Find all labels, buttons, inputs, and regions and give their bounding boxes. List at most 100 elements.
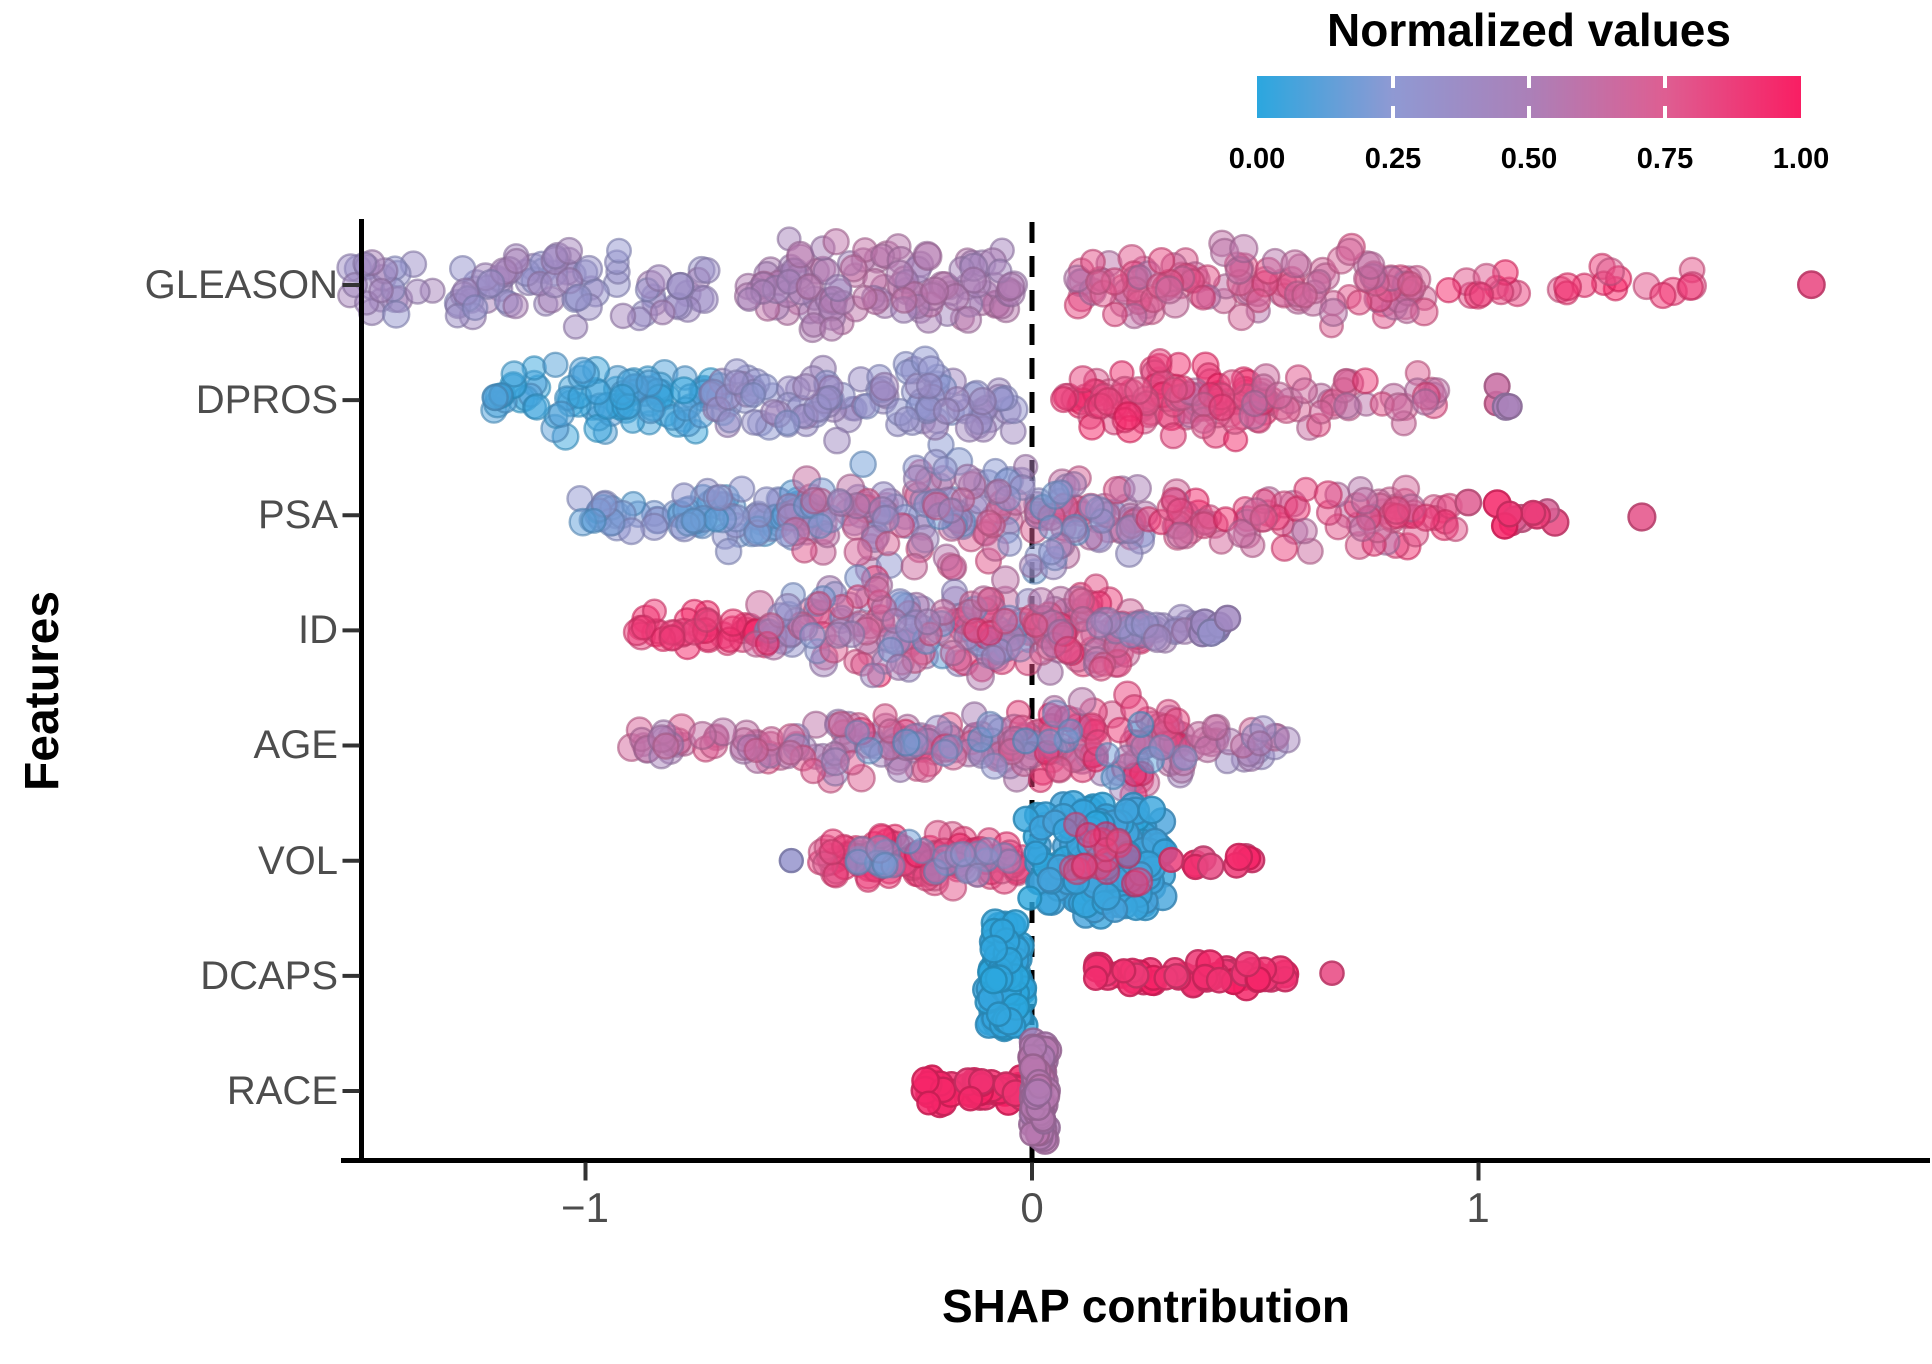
shap-point <box>816 385 842 411</box>
shap-point <box>649 299 676 326</box>
shap-point <box>892 728 921 757</box>
shap-point <box>1100 764 1126 791</box>
shap-point <box>1208 393 1236 422</box>
shap-point <box>1246 730 1273 757</box>
shap-point <box>1027 587 1055 615</box>
shap-point <box>1333 392 1361 420</box>
legend-notch <box>1663 106 1667 118</box>
shap-point <box>606 237 633 264</box>
shap-point <box>966 661 996 691</box>
shap-point <box>568 356 597 384</box>
shap-point <box>871 504 900 534</box>
legend-tick-0.00: 0.00 <box>1229 143 1285 175</box>
shap-point <box>1313 480 1343 510</box>
shap-point <box>1318 297 1348 327</box>
shap-point <box>1093 387 1123 417</box>
shap-point <box>635 369 664 398</box>
shap-point <box>1147 347 1173 374</box>
shap-point <box>991 607 1019 635</box>
shap-point <box>997 531 1023 557</box>
shap-point <box>747 502 773 528</box>
shap-point <box>1442 516 1469 543</box>
shap-point <box>1095 741 1121 768</box>
shap-point <box>1291 517 1318 545</box>
shap-point <box>740 381 767 408</box>
shap-point <box>953 463 982 493</box>
shap-point <box>1346 289 1373 316</box>
shap-point <box>959 266 988 294</box>
shap-point <box>826 488 853 514</box>
shap-point <box>1496 393 1523 420</box>
shap-point <box>819 316 845 342</box>
shap-point <box>743 737 770 764</box>
shap-point <box>669 376 699 405</box>
x-tick-label-1: 1 <box>1466 1184 1489 1231</box>
legend-notch <box>1391 76 1395 88</box>
shap-point <box>736 287 762 313</box>
shap-point <box>885 259 915 289</box>
shap-point <box>1166 521 1194 550</box>
shap-point <box>954 305 983 334</box>
shap-point <box>806 512 834 540</box>
shap-point <box>1227 303 1256 332</box>
shap-point <box>916 1090 942 1116</box>
shap-point <box>773 592 802 622</box>
shap-point <box>1411 503 1441 532</box>
shap-point <box>1496 500 1524 528</box>
legend-notch <box>1663 76 1667 88</box>
shap-point <box>911 1066 940 1095</box>
shap-point <box>652 732 680 760</box>
shap-point <box>1071 852 1098 880</box>
shap-point <box>774 409 801 437</box>
shap-point <box>774 522 800 548</box>
shap-point <box>1148 734 1176 761</box>
shap-point <box>839 254 868 283</box>
shap-point <box>979 966 1008 995</box>
shap-point <box>930 738 959 767</box>
shap-point <box>1270 534 1299 562</box>
legend-tick-0.50: 0.50 <box>1501 143 1557 175</box>
shap-point <box>976 586 1003 613</box>
shap-point <box>1273 726 1301 754</box>
shap-point <box>1088 655 1115 682</box>
shap-point <box>608 383 636 411</box>
shap-point <box>1396 270 1423 297</box>
shap-point <box>949 840 977 868</box>
shap-point <box>718 608 748 637</box>
shap-point <box>1249 503 1278 533</box>
shap-point <box>1018 553 1044 579</box>
shap-point <box>680 507 707 534</box>
legend-title: Normalized values <box>1327 4 1731 56</box>
shap-point <box>502 292 529 320</box>
shap-point <box>1308 399 1334 425</box>
legend-tick-0.75: 0.75 <box>1637 143 1693 175</box>
shap-point <box>968 386 997 416</box>
shap-point <box>996 271 1026 301</box>
shap-point <box>1036 866 1063 893</box>
shap-point <box>1468 281 1495 308</box>
y-label-id: ID <box>298 608 338 652</box>
shap-point <box>1048 479 1074 505</box>
shap-point <box>1649 281 1677 310</box>
shap-point <box>806 590 832 616</box>
shap-point <box>1234 951 1261 978</box>
shap-point <box>1394 298 1420 325</box>
shap-point <box>799 622 827 650</box>
shap-point <box>404 278 431 305</box>
shap-point <box>1676 273 1704 302</box>
shap-point <box>980 644 1007 671</box>
shap-point <box>896 828 923 855</box>
shap-point <box>1411 388 1440 416</box>
shap-point <box>1057 718 1084 745</box>
shap-point <box>869 371 900 402</box>
shap-point <box>795 273 823 301</box>
shap-point <box>1163 963 1190 989</box>
shap-point <box>939 553 968 582</box>
shap-point <box>1005 634 1035 663</box>
shap-point <box>1127 710 1155 739</box>
shap-point <box>757 612 785 640</box>
shap-point <box>1085 611 1114 639</box>
shap-point <box>1123 473 1153 503</box>
